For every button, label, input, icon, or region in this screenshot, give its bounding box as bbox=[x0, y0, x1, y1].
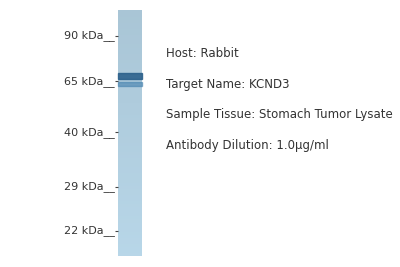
Bar bbox=[118, 75, 142, 78]
Bar bbox=[118, 96, 142, 100]
Bar bbox=[118, 127, 142, 131]
Bar bbox=[118, 247, 142, 250]
Bar bbox=[118, 26, 142, 29]
Bar bbox=[118, 93, 142, 97]
Bar bbox=[118, 87, 142, 91]
Text: Antibody Dilution: 1.0µg/ml: Antibody Dilution: 1.0µg/ml bbox=[166, 139, 329, 152]
Text: Sample Tissue: Stomach Tumor Lysate: Sample Tissue: Stomach Tumor Lysate bbox=[166, 108, 393, 121]
Text: 65 kDa__: 65 kDa__ bbox=[64, 76, 114, 87]
Bar bbox=[118, 192, 142, 195]
Bar bbox=[118, 225, 142, 229]
Bar bbox=[118, 69, 142, 72]
Bar bbox=[118, 167, 142, 170]
Bar bbox=[118, 14, 142, 17]
Text: Target Name: KCND3: Target Name: KCND3 bbox=[166, 78, 290, 91]
Bar bbox=[118, 195, 142, 198]
Bar bbox=[118, 231, 142, 235]
Bar bbox=[118, 72, 142, 75]
Bar bbox=[118, 207, 142, 210]
Bar bbox=[118, 112, 142, 115]
Bar bbox=[118, 60, 142, 63]
Bar bbox=[118, 38, 142, 41]
Bar bbox=[118, 210, 142, 213]
Bar bbox=[118, 198, 142, 201]
Bar bbox=[118, 143, 142, 146]
Bar bbox=[118, 124, 142, 127]
Bar bbox=[118, 170, 142, 174]
Bar bbox=[118, 182, 142, 186]
Bar bbox=[118, 100, 142, 103]
Bar bbox=[118, 29, 142, 32]
Bar bbox=[118, 253, 142, 256]
Bar bbox=[118, 228, 142, 232]
Bar bbox=[118, 121, 142, 124]
Bar bbox=[118, 185, 142, 189]
Bar bbox=[118, 146, 142, 149]
Bar bbox=[118, 176, 142, 179]
Bar bbox=[118, 139, 142, 143]
Text: 40 kDa__: 40 kDa__ bbox=[64, 127, 114, 138]
Bar bbox=[118, 66, 142, 69]
Bar bbox=[118, 35, 142, 38]
Bar bbox=[118, 84, 142, 88]
Bar bbox=[118, 155, 142, 158]
Bar bbox=[118, 213, 142, 216]
Text: 22 kDa__: 22 kDa__ bbox=[64, 226, 114, 236]
Bar bbox=[118, 109, 142, 112]
Bar bbox=[118, 57, 142, 60]
Bar bbox=[118, 44, 142, 48]
Bar bbox=[118, 164, 142, 167]
Bar bbox=[118, 53, 142, 57]
Bar bbox=[118, 152, 142, 155]
Bar bbox=[118, 241, 142, 244]
Bar bbox=[118, 103, 142, 106]
Bar bbox=[118, 82, 142, 86]
Text: 29 kDa__: 29 kDa__ bbox=[64, 182, 114, 192]
Bar bbox=[118, 63, 142, 66]
Bar bbox=[118, 81, 142, 84]
Bar bbox=[118, 133, 142, 137]
Bar bbox=[118, 47, 142, 51]
Bar bbox=[118, 204, 142, 207]
Text: 90 kDa__: 90 kDa__ bbox=[64, 31, 114, 41]
Bar bbox=[118, 73, 142, 79]
Bar bbox=[118, 238, 142, 241]
Bar bbox=[118, 78, 142, 81]
Bar bbox=[118, 136, 142, 140]
Bar bbox=[118, 158, 142, 161]
Bar bbox=[118, 115, 142, 118]
Bar bbox=[118, 250, 142, 253]
Bar bbox=[118, 235, 142, 238]
Bar bbox=[118, 173, 142, 176]
Bar bbox=[118, 222, 142, 226]
Bar bbox=[118, 216, 142, 219]
Bar bbox=[118, 219, 142, 223]
Bar bbox=[118, 106, 142, 109]
Bar bbox=[118, 20, 142, 23]
Bar bbox=[118, 50, 142, 54]
Bar bbox=[118, 23, 142, 26]
Bar bbox=[118, 148, 142, 152]
Bar bbox=[118, 201, 142, 204]
Bar bbox=[118, 17, 142, 20]
Bar bbox=[118, 41, 142, 44]
Text: Host: Rabbit: Host: Rabbit bbox=[166, 47, 239, 60]
Bar bbox=[118, 90, 142, 94]
Bar bbox=[118, 32, 142, 35]
Bar bbox=[118, 118, 142, 121]
Bar bbox=[118, 10, 142, 14]
Bar bbox=[118, 189, 142, 192]
Bar bbox=[118, 179, 142, 183]
Bar bbox=[118, 161, 142, 164]
Bar bbox=[118, 244, 142, 247]
Bar bbox=[118, 130, 142, 134]
